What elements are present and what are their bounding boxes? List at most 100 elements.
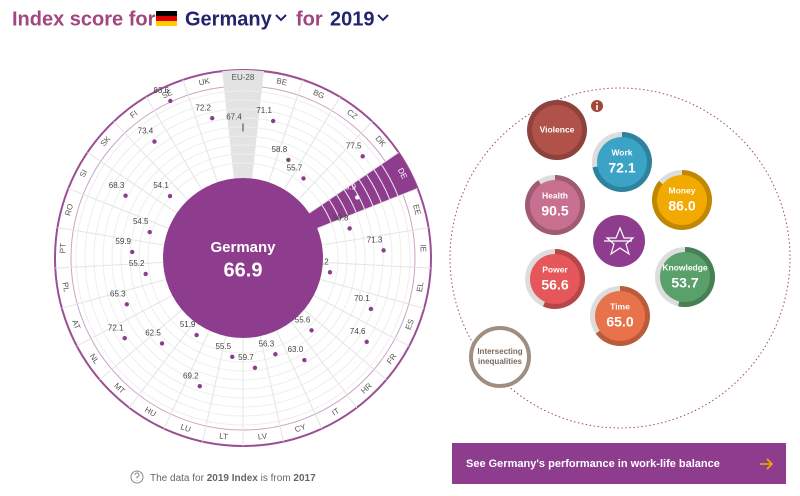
value-label: 70.1 (354, 294, 370, 303)
sector-line (163, 330, 210, 429)
country-label: IT (330, 406, 341, 417)
country-label: AT (70, 318, 82, 330)
country-dot (286, 157, 291, 163)
sector-line (319, 278, 425, 309)
sector-line (76, 295, 173, 347)
footer-part: 2017 (293, 473, 316, 484)
value-label: 59.9 (115, 237, 131, 246)
sector-line (61, 278, 167, 309)
footer-part: is from (261, 473, 291, 484)
country-label: EU-28 (232, 73, 255, 82)
button-label[interactable]: See Germany's performance in work-life b… (466, 458, 720, 470)
country-label: EE (411, 203, 423, 216)
country-label: ES (404, 318, 416, 331)
country-dot (194, 332, 199, 338)
footer-part: The data for (150, 473, 205, 484)
country-dot (143, 271, 148, 277)
country-dot (302, 357, 307, 363)
country-dot (123, 193, 128, 198)
logo-mark (604, 226, 635, 256)
sector-line (259, 336, 284, 442)
info-icon[interactable] (591, 100, 603, 112)
country-label: SI (78, 168, 89, 179)
country-dot (230, 354, 235, 360)
center-country: Germany (210, 239, 276, 256)
country-dot (360, 154, 365, 159)
country-dot (147, 229, 152, 235)
country-label: RO (63, 203, 75, 217)
sector-line (182, 79, 218, 183)
country-label: UK (198, 76, 211, 87)
sector-line (297, 121, 373, 201)
domain-name: Knowledge (662, 262, 708, 272)
country-dot (309, 328, 314, 333)
domain-bubble[interactable] (597, 137, 647, 187)
country-label: PL (61, 281, 72, 293)
header-year[interactable]: 2019 (330, 8, 375, 30)
value-label: 67.4 (226, 113, 242, 122)
domain-bubble[interactable] (657, 175, 707, 225)
country-dot (159, 341, 165, 346)
domain-bubble[interactable] (532, 105, 582, 155)
sector-line (57, 227, 165, 246)
value-label: 55.2 (129, 259, 145, 268)
country-dot (210, 115, 215, 121)
header-country[interactable]: Germany (185, 8, 273, 30)
value-label: 62.5 (145, 329, 161, 338)
value-label: 59.8 (333, 214, 349, 223)
domain-boundary (449, 87, 791, 429)
intersecting-label: Intersecting (477, 347, 522, 356)
country-dot (152, 139, 157, 144)
sector-line (291, 321, 358, 408)
sector-line (317, 187, 418, 229)
value-label: 65.3 (110, 289, 126, 298)
sector-line (128, 321, 195, 408)
footer-part: 2019 Index (207, 473, 259, 484)
radial-chart: EU-2867.4BE71.1BG58.8CZ55.7DK77.5DE66.9E… (54, 69, 432, 447)
value-label: 68.3 (109, 181, 125, 190)
sector-line (303, 309, 387, 381)
value-label: 77.5 (346, 141, 362, 150)
value-label: 72.1 (108, 323, 124, 332)
value-label: 58.8 (272, 145, 288, 154)
sector-line (268, 79, 304, 183)
country-dot (301, 176, 306, 181)
domain-bubble[interactable] (530, 180, 580, 230)
domain-value: 86.0 (668, 198, 695, 214)
domain-value: 90.5 (541, 203, 568, 219)
header-prefix: Index score for (12, 8, 156, 30)
sector-line (321, 227, 429, 246)
value-label: 55.7 (287, 164, 303, 173)
value-label: 71.3 (367, 235, 383, 244)
domain-value: 56.6 (541, 277, 568, 293)
country-label: EL (415, 281, 426, 293)
intersecting-bubble[interactable]: Intersecting inequalities (469, 326, 531, 388)
country-label: LU (179, 422, 192, 434)
value-label: 55.5 (215, 342, 231, 351)
value-label: 69.2 (183, 371, 199, 380)
domain-bubble[interactable] (660, 252, 710, 302)
sector-line (145, 96, 203, 190)
country-dot (327, 270, 333, 275)
sector-line (251, 71, 264, 179)
country-label: LV (257, 432, 268, 442)
country-dot (347, 226, 352, 231)
sector-line (99, 309, 183, 381)
domain-bubble[interactable] (595, 291, 645, 341)
value-label: 72.2 (195, 103, 211, 112)
domain-name: Money (669, 185, 696, 195)
country-dot (167, 193, 173, 199)
chevron[interactable] (275, 14, 287, 22)
country-label: LT (219, 432, 229, 442)
sector-line (308, 152, 399, 214)
domain-bubble[interactable] (530, 254, 580, 304)
cta-button[interactable]: See Germany's performance in work-life b… (452, 443, 786, 484)
header-middle: for (296, 8, 323, 30)
flag (156, 11, 177, 26)
chevron[interactable] (377, 14, 389, 22)
sector-line (87, 152, 178, 214)
country-dot (381, 248, 386, 253)
country-label: CY (294, 422, 308, 434)
domain-name: Violence (540, 124, 575, 134)
value-label: 63.0 (288, 345, 304, 354)
